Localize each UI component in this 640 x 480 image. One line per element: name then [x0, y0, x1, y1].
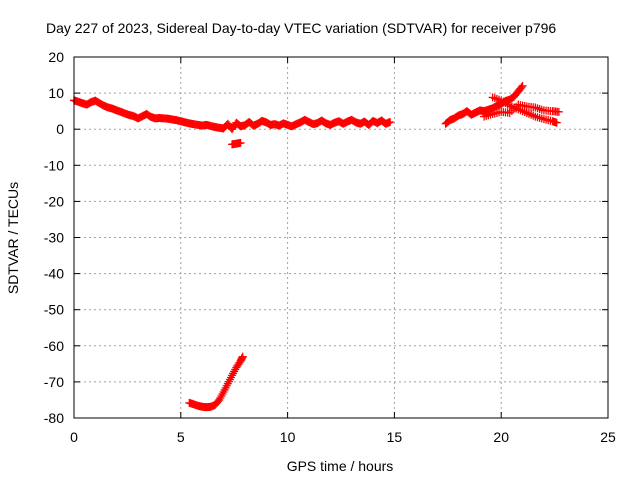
- x-tick-label: 15: [387, 429, 403, 445]
- y-tick-label: -50: [44, 302, 64, 318]
- y-axis-label: SDTVAR / TECUs: [5, 182, 21, 294]
- y-tick-label: 0: [56, 121, 64, 137]
- data-point: [535, 104, 544, 113]
- plot-frame: [73, 56, 609, 419]
- y-tick-label: -60: [44, 338, 64, 354]
- x-tick-label: 10: [280, 429, 296, 445]
- x-tick-label: 25: [600, 429, 616, 445]
- data-point: [552, 118, 561, 127]
- data-point: [554, 107, 563, 116]
- series-small-cluster: [228, 138, 245, 149]
- x-tick-label: 20: [493, 429, 509, 445]
- y-tick-label: 20: [48, 49, 64, 65]
- y-tick-label: -10: [44, 157, 64, 173]
- series-late-band: [441, 81, 563, 128]
- data-point: [386, 117, 395, 126]
- data-point: [236, 138, 245, 147]
- chart-title: Day 227 of 2023, Sidereal Day-to-day VTE…: [46, 20, 556, 36]
- x-tick-label: 0: [70, 429, 78, 445]
- data-point: [517, 83, 526, 92]
- tick-labels: 0 5 10 15 20 25 20 10 0 -10 -20 -30 -40 -50 -60 -70 -80: [44, 49, 616, 445]
- data-points: [70, 81, 563, 412]
- y-tick-label: 10: [48, 85, 64, 101]
- series-low-arc: [185, 352, 247, 412]
- y-tick-label: -20: [44, 193, 64, 209]
- series-main-band: [70, 96, 395, 134]
- y-tick-label: -70: [44, 374, 64, 390]
- data-point: [505, 108, 514, 117]
- x-tick-label: 5: [177, 429, 185, 445]
- y-tick-label: -80: [44, 410, 64, 426]
- data-point: [218, 389, 227, 398]
- data-point: [518, 81, 527, 90]
- x-axis-label: GPS time / hours: [287, 458, 394, 474]
- y-tick-label: -30: [44, 230, 64, 246]
- grid-lines: [74, 57, 608, 418]
- data-point: [238, 352, 247, 361]
- y-tick-label: -40: [44, 266, 64, 282]
